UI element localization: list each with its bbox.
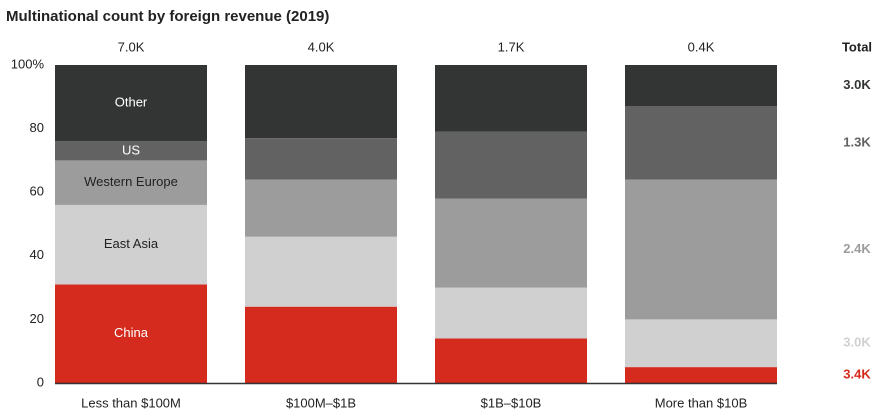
bar-total-label: 1.7K [498, 39, 525, 54]
bar-segment [55, 160, 207, 205]
x-tick-label: Less than $100M [81, 395, 181, 410]
bar-segment [55, 204, 207, 285]
series-total-label: 3.4K [843, 366, 871, 381]
bar-segment [55, 65, 207, 142]
series-total-label: 3.0K [843, 77, 871, 92]
bar-total-label: 0.4K [688, 39, 715, 54]
x-tick-label: $100M–$1B [286, 395, 356, 410]
x-tick-label: More than $10B [655, 395, 748, 410]
segment-label: Western Europe [84, 174, 178, 189]
bar-segment [245, 306, 397, 383]
bar-segment [625, 367, 777, 383]
bar-segment [435, 287, 587, 339]
bar-segment [625, 65, 777, 107]
bar-segment [55, 284, 207, 383]
y-tick-label: 20 [30, 311, 44, 326]
bar-segment [625, 319, 777, 368]
total-header: Total [842, 39, 872, 54]
y-tick-label: 0 [37, 374, 44, 389]
bar-total-label: 7.0K [118, 39, 145, 54]
bar-segment [245, 138, 397, 180]
chart-title: Multinational count by foreign revenue (… [6, 8, 329, 25]
y-tick-label: 100% [11, 56, 45, 71]
segment-label: Other [115, 95, 148, 110]
bar-segment [625, 179, 777, 320]
x-tick-label: $1B–$10B [481, 395, 542, 410]
segment-label: East Asia [104, 236, 159, 251]
bar-segment [55, 141, 207, 161]
bar-segment [245, 236, 397, 307]
series-total-label: 1.3K [843, 134, 871, 149]
bar-segment [625, 106, 777, 180]
segment-label: China [114, 325, 149, 340]
bar-total-label: 4.0K [308, 39, 335, 54]
bar-segment [435, 131, 587, 199]
segment-label: US [122, 142, 140, 157]
series-total-label: 3.0K [843, 335, 871, 350]
bar-segment [435, 65, 587, 132]
bar-segment [435, 198, 587, 288]
y-tick-label: 80 [30, 120, 44, 135]
bar-segment [245, 179, 397, 237]
bar-segment [435, 338, 587, 383]
bar-segment [245, 65, 397, 139]
series-total-label: 2.4K [843, 241, 871, 256]
y-tick-label: 40 [30, 247, 44, 262]
y-tick-label: 60 [30, 184, 44, 199]
